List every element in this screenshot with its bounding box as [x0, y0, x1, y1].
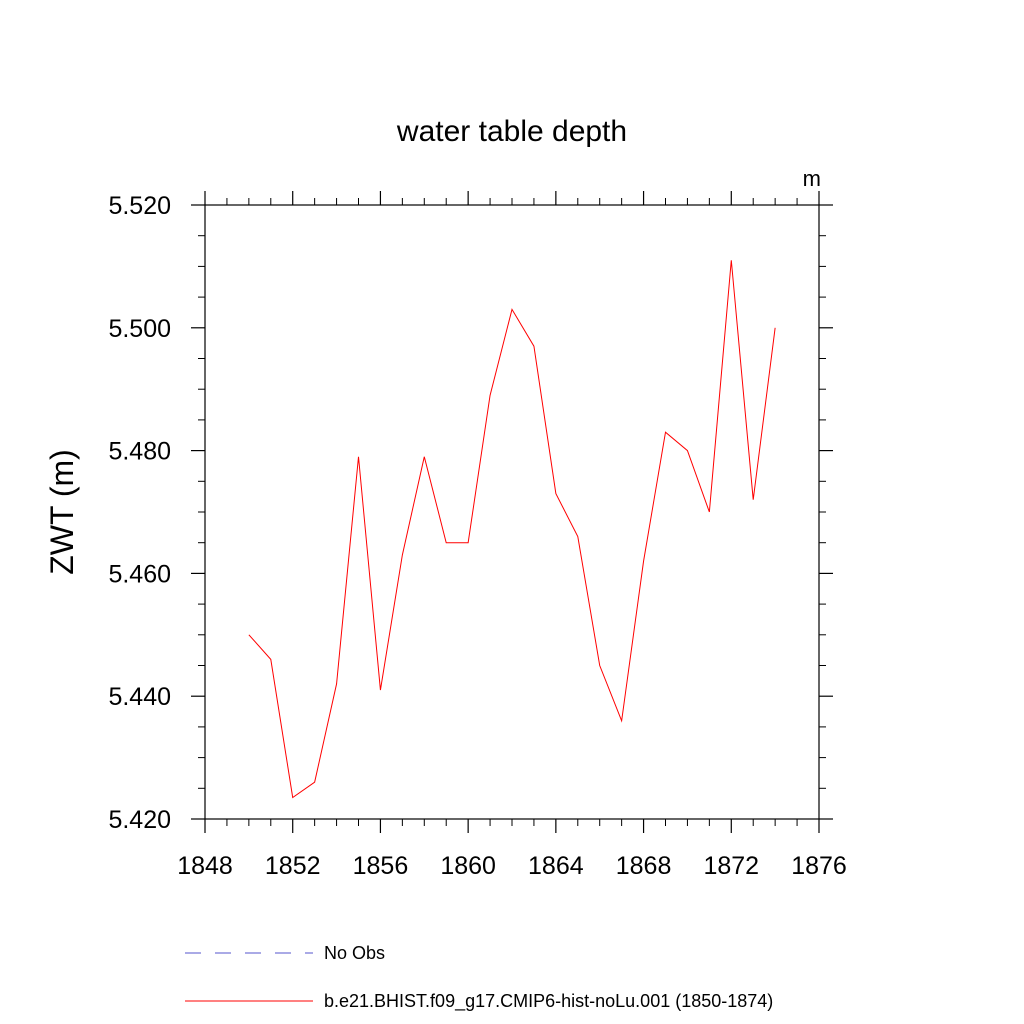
y-tick-label: 5.420: [108, 806, 171, 834]
y-tick-label: 5.520: [108, 192, 171, 220]
y-tick-label: 5.460: [108, 560, 171, 588]
x-tick-label: 1864: [528, 852, 584, 880]
axis-ticks: [191, 191, 833, 833]
x-tick-label: 1876: [791, 852, 847, 880]
x-tick-label: 1872: [703, 852, 759, 880]
y-tick-label: 5.440: [108, 683, 171, 711]
chart-title: water table depth: [396, 115, 627, 148]
series-group: [248, 260, 776, 799]
y-axis-label: ZWT (m): [44, 449, 80, 575]
legend-label-no-obs: No Obs: [324, 943, 385, 963]
series-line: [248, 260, 776, 799]
legend: No Obs b.e21.BHIST.f09_g17.CMIP6-hist-no…: [185, 943, 773, 1012]
y-tick-label: 5.480: [108, 438, 171, 466]
x-tick-label: 1848: [177, 852, 233, 880]
plot-frame: [204, 204, 820, 820]
y-tick-labels: 5.420 5.440 5.460 5.480 5.500 5.520: [108, 192, 171, 834]
legend-label-series: b.e21.BHIST.f09_g17.CMIP6-hist-noLu.001 …: [324, 991, 773, 1012]
y-tick-label: 5.500: [108, 315, 171, 343]
x-tick-labels: 1848 1852 1856 1860 1864 1868 1872 1876: [177, 852, 847, 880]
units-label: m: [803, 166, 821, 191]
x-tick-label: 1852: [265, 852, 321, 880]
x-tick-label: 1856: [353, 852, 409, 880]
x-tick-label: 1868: [616, 852, 672, 880]
x-tick-label: 1860: [440, 852, 496, 880]
